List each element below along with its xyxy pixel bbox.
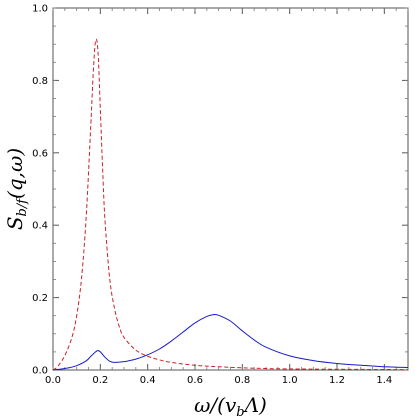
y-tick-label: 0.4 xyxy=(32,221,48,232)
x-tick-label: 0.4 xyxy=(140,375,156,386)
x-tick-label: 0.0 xyxy=(45,375,61,386)
series-line-1 xyxy=(52,38,409,371)
y-tick-label: 0.0 xyxy=(32,366,48,377)
y-axis-label-main: S xyxy=(3,216,27,230)
x-axis-label-main: ω/(v xyxy=(194,393,237,417)
y-axis-label: Sb/f(q,ω) xyxy=(3,148,30,230)
x-tick-label: 1.0 xyxy=(282,375,298,386)
y-tick-label: 1.0 xyxy=(32,4,48,15)
x-tick-label: 0.2 xyxy=(92,375,108,386)
x-tick-label: 1.2 xyxy=(329,375,345,386)
y-tick-label: 0.2 xyxy=(32,293,48,304)
x-axis-label-sub: b xyxy=(236,405,244,419)
y-axis-label-end: (q,ω) xyxy=(3,148,27,199)
series-layer xyxy=(52,38,409,371)
x-axis-label: ω/(vbΛ) xyxy=(194,393,267,419)
x-tick-label: 0.6 xyxy=(187,375,203,386)
y-axis-label-sub: b/f xyxy=(15,197,30,217)
x-tick-label: 0.8 xyxy=(234,375,250,386)
plot-frame xyxy=(52,7,409,371)
x-tick-label: 1.4 xyxy=(376,375,392,386)
series-line-2 xyxy=(52,313,409,371)
y-tick-label: 0.8 xyxy=(32,76,48,87)
y-tick-label: 0.6 xyxy=(32,148,48,159)
ticks-layer: 0.0 0.2 0.4 0.6 0.8 1.0 1.2 1.4 0.0 0.2 0.4 0.6 0.8 1… xyxy=(32,4,409,386)
x-axis-label-end: Λ) xyxy=(243,393,267,417)
